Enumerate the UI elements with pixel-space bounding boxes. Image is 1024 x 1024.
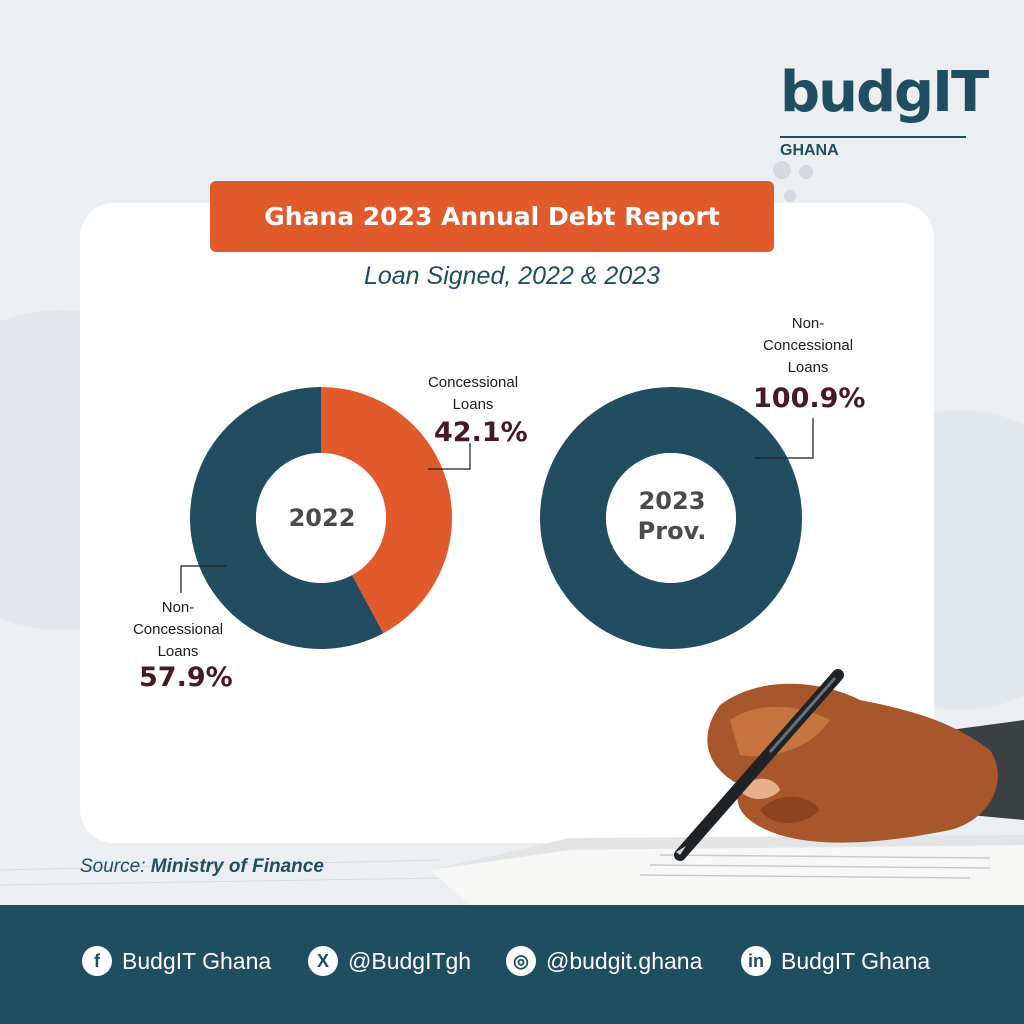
source-prefix: Source:: [80, 856, 146, 877]
social-facebook-handle: BudgIT Ghana: [122, 947, 272, 974]
x-icon: X: [308, 946, 338, 976]
linkedin-icon: in: [741, 946, 771, 976]
social-instagram[interactable]: ◎ @budgit.ghana: [506, 946, 702, 976]
social-linkedin[interactable]: in BudgIT Ghana: [741, 946, 930, 976]
logo-country: GHANA: [780, 142, 839, 159]
instagram-icon: ◎: [506, 946, 536, 976]
label-2022-non-concessional: Non- Concessional Loans: [132, 599, 224, 660]
hand-signing-illustration: [430, 669, 1024, 905]
donut-charts: [180, 387, 814, 650]
chart-subtitle: Loan Signed, 2022 & 2023: [363, 262, 661, 290]
donut-slice-0-1: [189, 387, 384, 650]
source-text: Ministry of Finance: [150, 856, 324, 877]
social-x[interactable]: X @BudgITgh: [308, 946, 471, 976]
donut-slice-0-0: [321, 387, 452, 634]
leader-line-0: [428, 443, 471, 470]
logo-wordmark: budgIT: [780, 60, 989, 125]
value-2022-non-concessional: 57.9%: [139, 662, 233, 693]
label-2023-non-concessional: Non- Concessional Loans: [762, 315, 854, 376]
value-2022-concessional: 42.1%: [434, 417, 528, 448]
social-linkedin-handle: BudgIT Ghana: [781, 947, 931, 974]
report-title-banner: Ghana 2023 Annual Debt Report: [210, 181, 774, 252]
donut-hole-1: [606, 453, 736, 583]
facebook-icon: f: [82, 946, 112, 976]
donut-slice-1-0: [540, 387, 802, 649]
center-label-2023: 2023 Prov.: [622, 486, 722, 546]
donut-hole-0: [256, 453, 386, 583]
budgit-logo: budgIT GHANA: [780, 58, 989, 163]
center-label-2023-prov: Prov.: [637, 517, 707, 545]
label-2022-concessional: Concessional Loans: [427, 374, 519, 413]
social-x-handle: @BudgITgh: [348, 947, 472, 974]
social-instagram-handle: @budgit.ghana: [546, 947, 703, 974]
social-facebook[interactable]: f BudgIT Ghana: [82, 946, 271, 976]
page-title: Ghana 2023 Annual Debt Report: [264, 202, 720, 231]
source-note: Source: Ministry of Finance: [80, 856, 324, 878]
leader-line-1: [180, 565, 226, 593]
logo-divider: [780, 136, 966, 138]
center-label-2023-year: 2023: [638, 487, 706, 515]
center-label-2022: 2022: [288, 504, 356, 532]
leader-line-2: [755, 418, 814, 459]
value-2023-non-concessional: 100.9%: [753, 383, 866, 414]
